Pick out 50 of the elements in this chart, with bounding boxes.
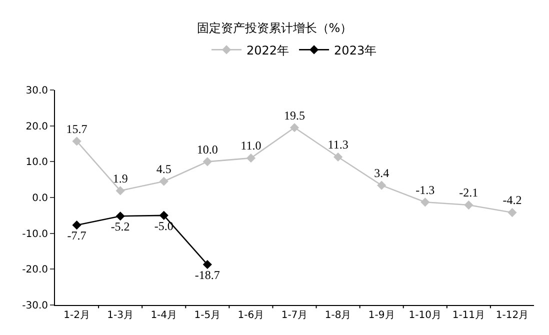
x-tick-label: 1-8月 xyxy=(324,310,352,321)
data-label: -18.7 xyxy=(194,268,220,282)
x-tick-label: 1-3月 xyxy=(107,310,134,321)
y-tick-label: 10.0 xyxy=(26,157,48,168)
y-tick-label: -20.0 xyxy=(22,264,48,276)
data-label: 11.3 xyxy=(328,138,348,152)
data-label: -7.7 xyxy=(67,228,86,242)
data-label: 4.5 xyxy=(156,162,172,176)
data-label: -5.2 xyxy=(110,220,130,234)
data-label: -1.3 xyxy=(416,182,435,197)
legend-label: 2023年 xyxy=(334,43,377,58)
x-tick-label: 1-11月 xyxy=(452,310,486,321)
data-label: 10.0 xyxy=(196,142,218,156)
x-tick-label: 1-7月 xyxy=(281,310,308,321)
point xyxy=(72,136,82,146)
point xyxy=(246,154,256,163)
chart-title: 固定资产投资累计增长（%） xyxy=(196,20,352,35)
data-label: 1.9 xyxy=(112,171,128,186)
point xyxy=(116,186,125,196)
x-tick-label: 1-2月 xyxy=(64,310,90,321)
point xyxy=(116,212,125,221)
x-tick-label: 1-6月 xyxy=(238,310,264,321)
y-tick-label: 0.0 xyxy=(32,193,48,204)
data-label: -2.1 xyxy=(459,186,478,200)
x-tick-label: 1-4月 xyxy=(150,310,178,321)
y-tick-label: -30.0 xyxy=(22,300,48,312)
data-label: 15.7 xyxy=(66,122,88,136)
y-tick-label: 20.0 xyxy=(26,121,48,132)
point xyxy=(290,123,300,132)
point xyxy=(159,210,168,220)
legend-label: 2022年 xyxy=(246,43,290,58)
point xyxy=(420,198,430,207)
data-label: -4.2 xyxy=(502,193,522,208)
x-tick-label: 1-10月 xyxy=(408,310,442,321)
data-label: 3.4 xyxy=(374,166,390,180)
point xyxy=(202,260,212,270)
point xyxy=(202,157,212,166)
point xyxy=(508,208,517,218)
data-label: 11.0 xyxy=(240,138,262,153)
y-tick-label: -10.0 xyxy=(22,228,48,240)
y-tick-label: 30.0 xyxy=(26,86,48,96)
point xyxy=(464,200,474,210)
x-tick-label: 1-12月 xyxy=(496,310,529,321)
data-label: 19.5 xyxy=(284,108,305,122)
point xyxy=(377,180,386,190)
x-tick-label: 1-9月 xyxy=(368,310,395,321)
point xyxy=(159,176,168,186)
point xyxy=(334,152,343,162)
x-tick-label: 1-5月 xyxy=(194,310,221,321)
point xyxy=(72,220,82,230)
